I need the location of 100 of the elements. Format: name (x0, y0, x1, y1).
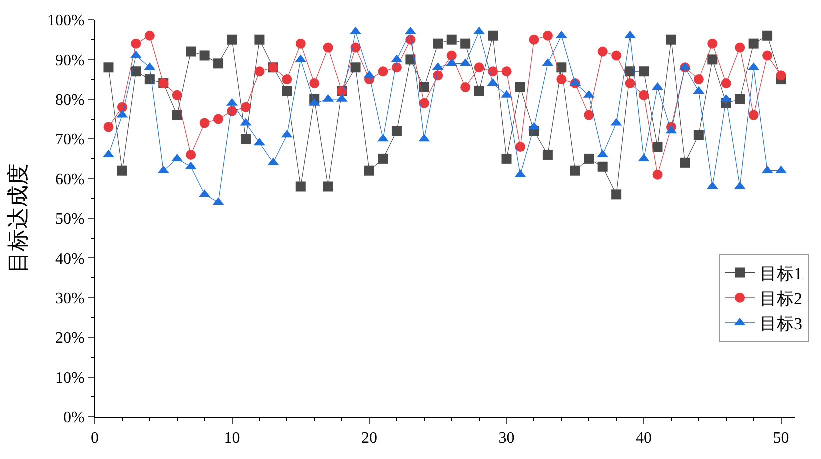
point (598, 162, 608, 172)
point (131, 38, 142, 49)
point (144, 74, 155, 85)
point (296, 38, 306, 49)
point (721, 78, 732, 89)
point (350, 62, 361, 73)
point (748, 38, 759, 49)
y-tick-label: 90% (55, 52, 85, 70)
x-tick-label: 50 (773, 430, 790, 448)
point (323, 182, 334, 192)
point (515, 142, 526, 152)
point (570, 166, 580, 176)
y-tick-label: 100% (47, 12, 85, 30)
point (515, 82, 526, 92)
point (172, 90, 182, 100)
point (282, 86, 292, 96)
point (639, 66, 650, 77)
point (542, 150, 553, 160)
point (488, 30, 498, 41)
point (214, 58, 224, 69)
point (200, 118, 210, 128)
point (172, 110, 182, 120)
point (117, 166, 128, 176)
point (392, 126, 402, 136)
point (214, 114, 224, 124)
point (186, 150, 196, 160)
x-tick-label: 20 (362, 430, 378, 448)
point (104, 62, 114, 73)
point (735, 42, 746, 53)
point (378, 66, 388, 77)
point (144, 30, 155, 41)
point (474, 62, 484, 73)
y-tick-label: 80% (55, 92, 85, 109)
point (488, 66, 498, 77)
y-tick-label: 60% (55, 171, 85, 188)
x-tick-label: 0 (91, 430, 99, 448)
point (364, 166, 375, 176)
point (694, 74, 704, 85)
point (502, 154, 512, 164)
point (460, 38, 471, 49)
point (240, 134, 251, 144)
point (419, 98, 430, 108)
point (254, 66, 265, 77)
point (762, 30, 773, 41)
y-tick-label: 50% (55, 211, 85, 228)
legend-label: 目标3 (760, 314, 802, 334)
point (392, 62, 402, 73)
point (762, 50, 773, 61)
point (612, 50, 622, 61)
y-tick-label: 30% (55, 290, 85, 308)
point (694, 130, 704, 140)
point (446, 50, 457, 61)
legend-label: 目标2 (760, 290, 802, 309)
point (433, 38, 444, 49)
point (378, 154, 388, 164)
point (186, 46, 196, 57)
point (666, 34, 676, 45)
point (131, 66, 142, 77)
point (254, 34, 265, 45)
point (708, 38, 718, 49)
point (556, 62, 567, 73)
y-tick-label: 20% (55, 330, 85, 348)
point (200, 50, 210, 61)
x-tick-label: 40 (636, 430, 652, 448)
point (446, 34, 457, 45)
point (612, 190, 622, 200)
point (625, 66, 636, 77)
point (350, 42, 361, 53)
point (625, 78, 636, 89)
point (598, 46, 608, 57)
point (584, 110, 594, 120)
point (639, 90, 650, 100)
x-tick-label: 10 (224, 430, 240, 448)
y-tick-label: 70% (55, 132, 85, 149)
point (529, 34, 540, 45)
point (542, 30, 553, 41)
point (680, 158, 690, 168)
point (556, 74, 567, 85)
y-tick-label: 40% (55, 250, 85, 268)
point (748, 110, 759, 120)
y-tick-label: 10% (55, 370, 85, 387)
point (419, 82, 430, 92)
y-axis-title: 目标达成度 (5, 164, 30, 274)
point (652, 170, 663, 180)
point (584, 154, 594, 164)
point (735, 94, 746, 104)
y-tick-label: 0% (63, 410, 85, 427)
point (310, 78, 320, 89)
point (502, 66, 512, 77)
point (282, 74, 292, 85)
point (296, 182, 306, 192)
point (104, 122, 114, 132)
point (708, 54, 718, 65)
legend-label: 目标1 (760, 264, 802, 284)
point (652, 142, 663, 152)
point (474, 86, 484, 96)
point (240, 102, 251, 112)
point (323, 42, 334, 53)
x-tick-label: 30 (498, 430, 515, 448)
point (776, 70, 786, 81)
